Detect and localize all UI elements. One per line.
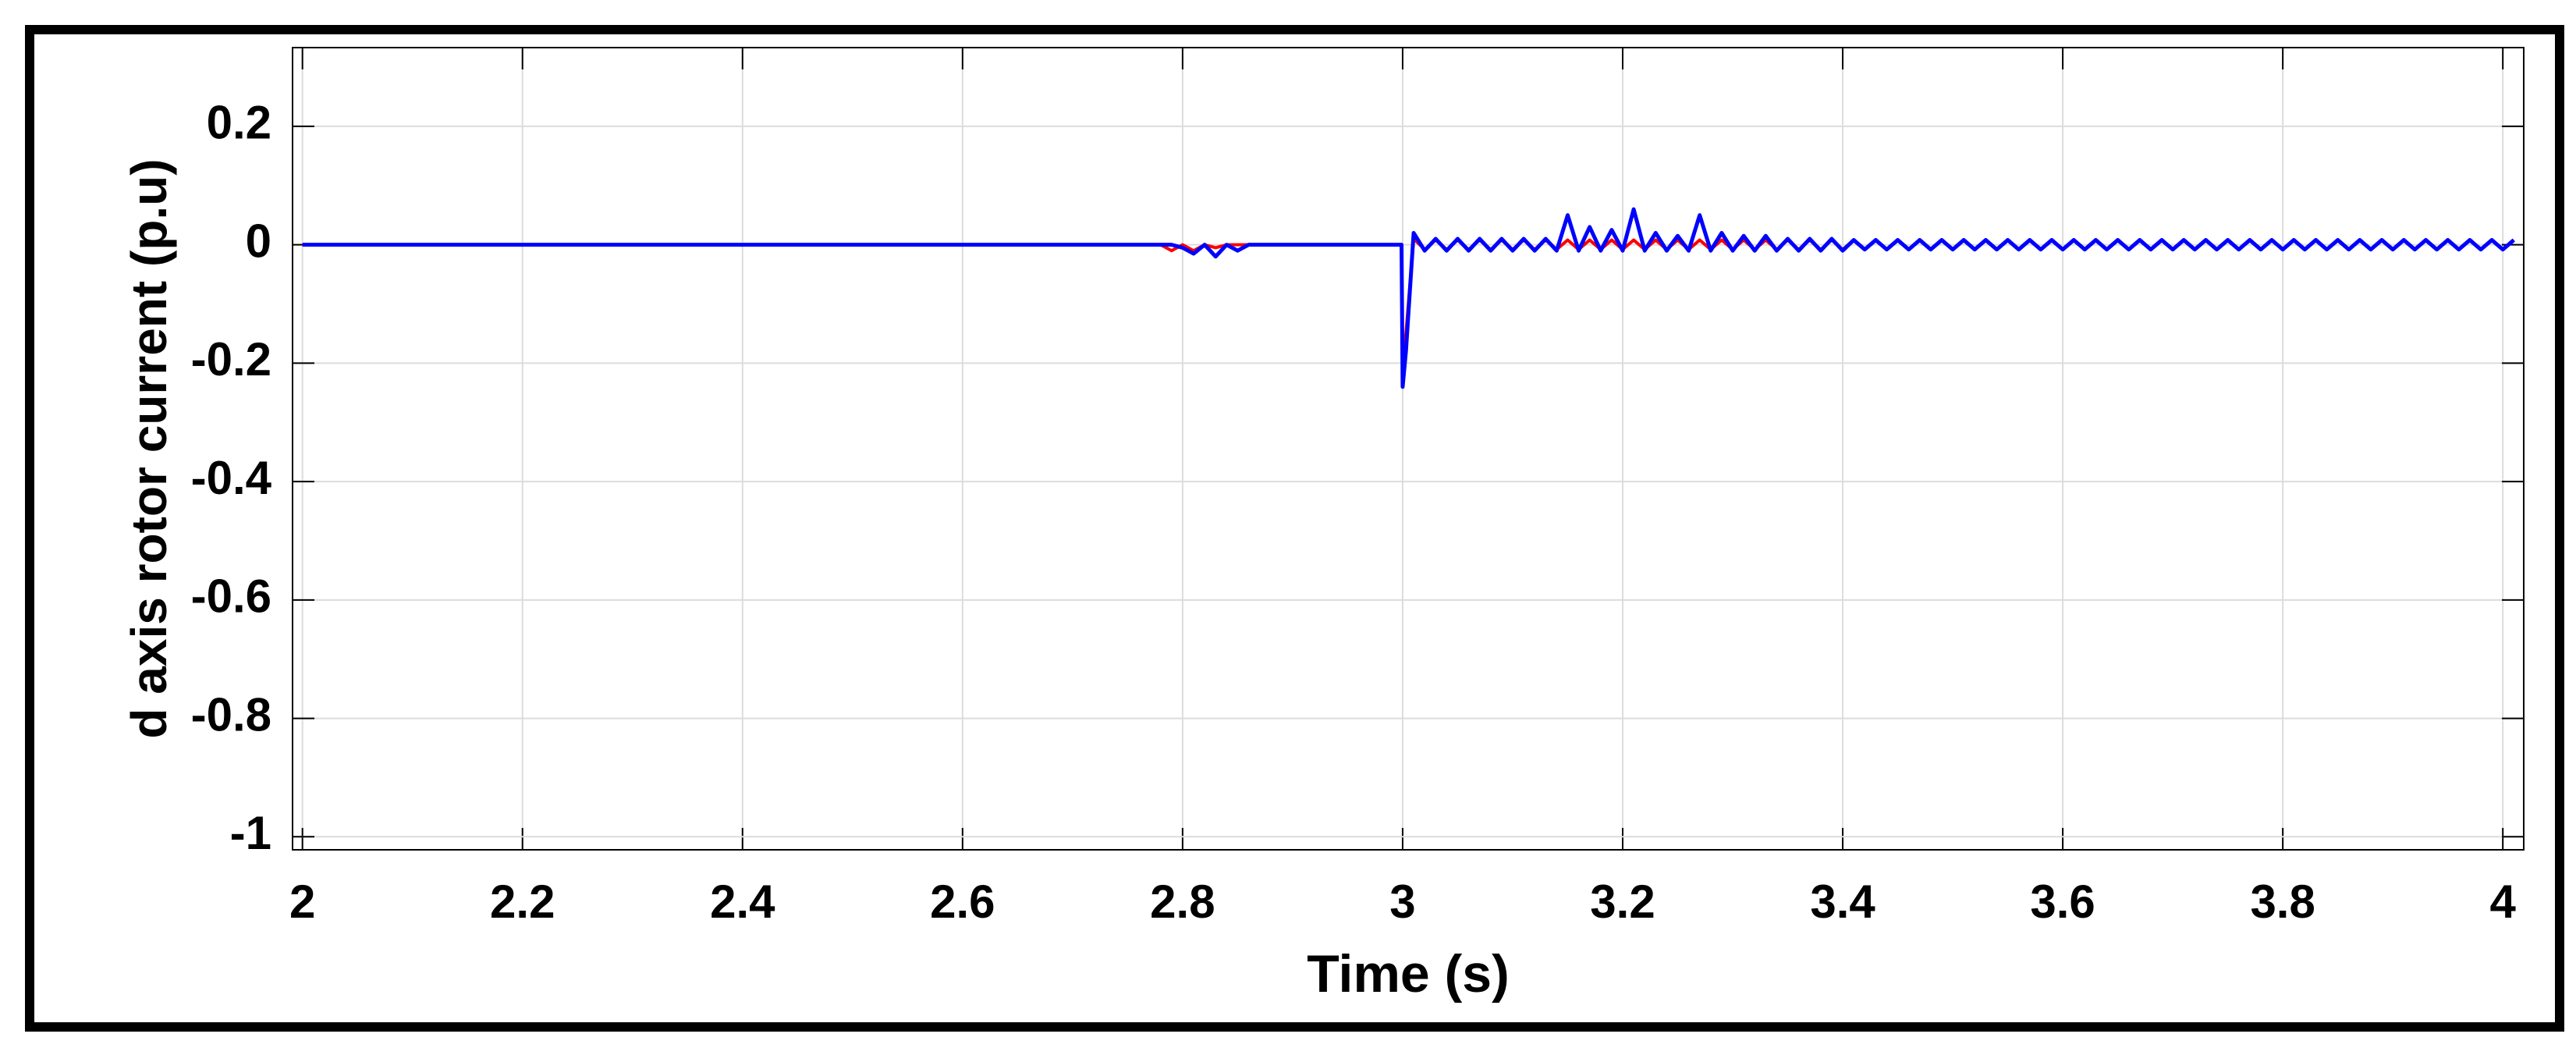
y-tick-label: -0.2 — [191, 333, 271, 385]
x-tick-label: 2.6 — [930, 876, 995, 928]
x-tick-label: 3.2 — [1590, 876, 1655, 928]
plot-border — [292, 47, 2525, 851]
y-tick-label: -0.8 — [191, 688, 271, 741]
x-tick-label: 2.8 — [1150, 876, 1215, 928]
x-tick-label: 3.8 — [2250, 876, 2315, 928]
x-tick-label: 2.4 — [710, 876, 775, 928]
plot-area — [293, 48, 2524, 850]
frame — [25, 25, 2564, 1032]
x-tick-label: 2 — [289, 876, 315, 928]
x-tick-label: 3.6 — [2030, 876, 2095, 928]
x-tick-label: 3.4 — [1810, 876, 1875, 928]
y-tick-label: -1 — [230, 807, 271, 859]
y-tick-label: 0.2 — [207, 97, 271, 149]
x-tick-label: 3 — [1389, 876, 1415, 928]
y-tick-label: -0.6 — [191, 570, 271, 623]
y-axis-label: d axis rotor current (p.u) — [121, 158, 177, 738]
x-tick-label: 2.2 — [490, 876, 555, 928]
y-tick-label: -0.4 — [191, 452, 272, 504]
x-tick-label: 4 — [2490, 876, 2517, 928]
x-axis-label: Time (s) — [1307, 944, 1509, 1004]
y-tick-label: 0 — [246, 215, 271, 267]
data-line — [302, 207, 2515, 389]
